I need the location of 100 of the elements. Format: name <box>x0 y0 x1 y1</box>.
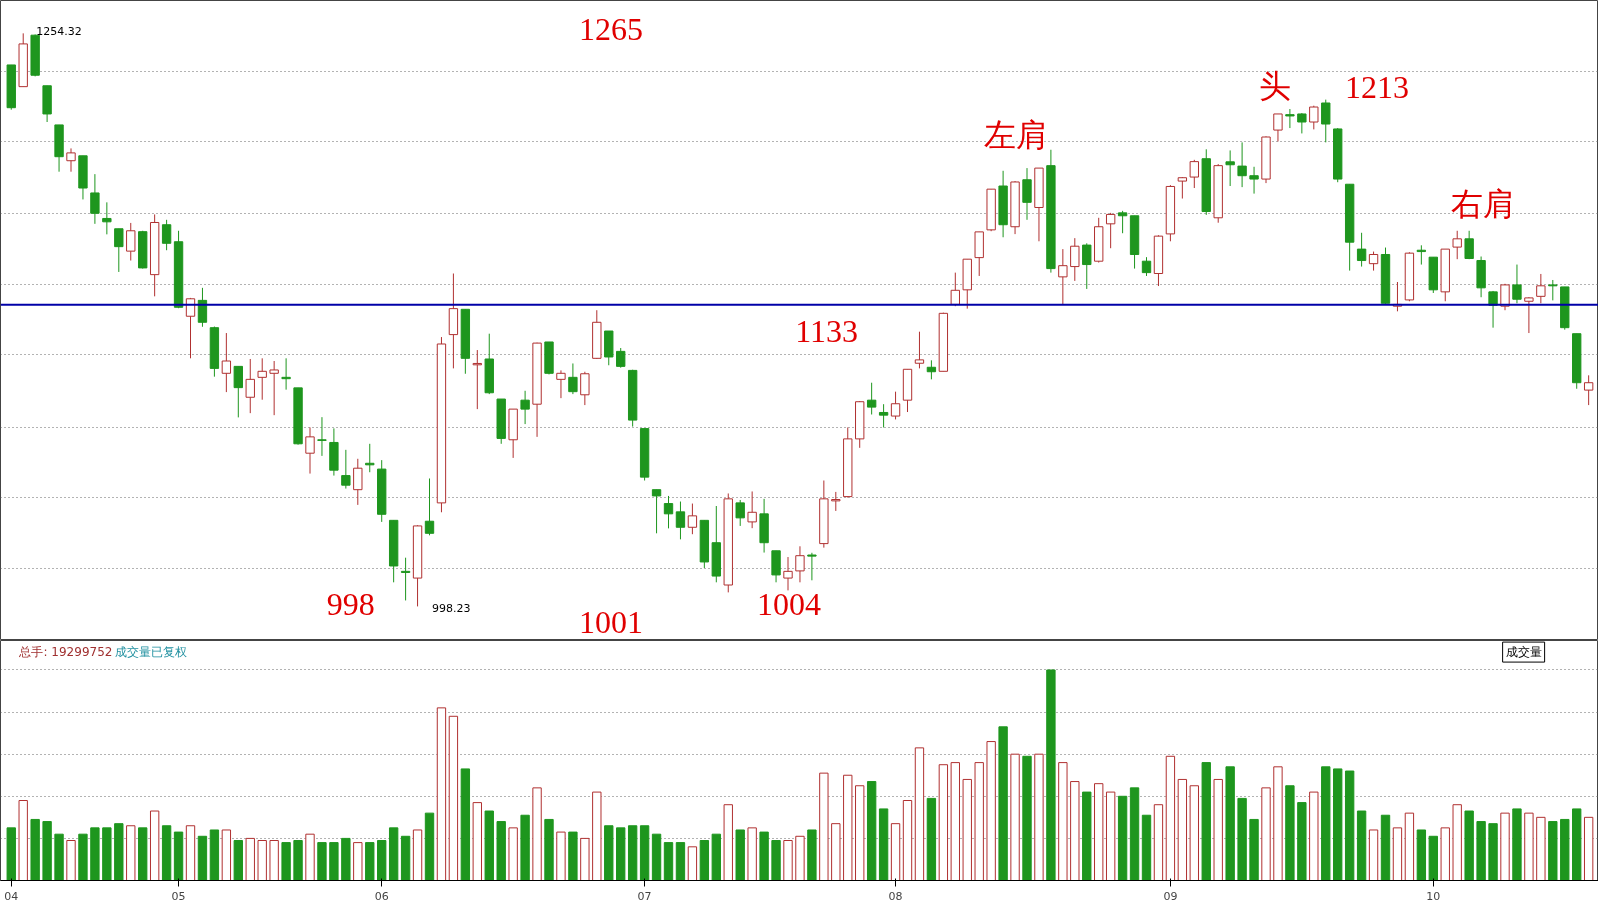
candlestick <box>914 331 925 369</box>
annotation: 998 <box>326 586 375 623</box>
bar <box>6 827 16 881</box>
bar <box>771 840 781 881</box>
bar <box>651 833 662 881</box>
bar <box>1297 802 1307 881</box>
bar <box>866 781 877 881</box>
bar <box>1380 814 1391 881</box>
candlestick <box>1082 242 1092 290</box>
annotation: 左肩 <box>983 116 1048 153</box>
bar <box>508 827 518 881</box>
x-tick-label: 10 <box>1426 889 1441 903</box>
annotation: 头 <box>1258 67 1291 104</box>
candlestick <box>1297 112 1307 134</box>
bar <box>484 810 494 881</box>
x-tick-label: 04 <box>4 889 19 903</box>
bar <box>305 833 315 881</box>
bar <box>126 825 136 881</box>
candlestick <box>472 349 482 410</box>
candlestick <box>520 390 530 425</box>
bar <box>317 842 327 881</box>
candlestick <box>90 173 100 225</box>
bar <box>496 821 506 881</box>
bar <box>1129 787 1140 881</box>
bar <box>293 840 303 881</box>
bar <box>1201 762 1211 881</box>
candlestick <box>400 557 411 601</box>
bar <box>90 827 100 881</box>
bar <box>1117 795 1128 881</box>
bar <box>185 825 196 881</box>
bar <box>281 842 291 881</box>
bar <box>592 791 602 881</box>
bar <box>1261 787 1271 881</box>
bar <box>400 835 411 881</box>
bar <box>149 810 160 881</box>
bar <box>855 785 865 881</box>
candlestick <box>1548 279 1558 301</box>
candlestick <box>556 369 566 399</box>
candlestick <box>1249 166 1259 195</box>
text: 成交量已复权 <box>115 645 188 660</box>
bar <box>1141 814 1152 881</box>
x-tick-label: 07 <box>637 889 652 903</box>
bar <box>269 840 279 881</box>
bar <box>460 768 471 881</box>
bar <box>1177 778 1188 881</box>
bar <box>1010 753 1020 881</box>
ref-line-label: 1133 <box>795 313 858 350</box>
candlestick <box>663 495 674 529</box>
bar <box>1165 755 1176 881</box>
bar <box>18 800 28 881</box>
bar <box>102 827 112 881</box>
bar <box>1512 808 1522 881</box>
bar <box>950 762 960 881</box>
candlestick <box>221 332 232 393</box>
candlestick <box>795 545 805 583</box>
bar <box>819 772 829 881</box>
candlestick <box>1070 237 1080 282</box>
bar <box>161 825 172 881</box>
x-tick-label: 09 <box>1163 889 1178 903</box>
bar <box>1189 785 1199 881</box>
bar <box>197 835 208 881</box>
candlestick <box>245 358 255 414</box>
bar <box>173 831 184 881</box>
candlestick <box>651 489 662 534</box>
bar <box>1404 812 1415 881</box>
candlestick <box>735 499 745 527</box>
bar <box>1225 766 1235 881</box>
bar <box>568 831 578 881</box>
bar <box>699 840 710 881</box>
candlestick <box>1141 256 1152 277</box>
bar <box>1524 812 1534 881</box>
bar <box>1058 762 1068 881</box>
bar <box>436 707 447 881</box>
bar <box>520 814 530 881</box>
candlestick <box>1583 374 1594 406</box>
bar <box>1368 829 1379 881</box>
candlestick <box>687 503 698 535</box>
candlestick <box>257 357 267 401</box>
bar <box>1500 812 1510 881</box>
bar <box>639 825 650 881</box>
candlestick <box>233 365 243 418</box>
candlestick <box>1225 149 1235 187</box>
bar <box>974 762 984 881</box>
bar <box>1309 791 1319 881</box>
candlestick <box>1536 273 1546 304</box>
bar <box>353 842 363 881</box>
bar <box>388 827 399 881</box>
bar <box>759 831 769 881</box>
bar <box>1392 827 1403 881</box>
bar <box>986 741 996 881</box>
bar <box>544 818 554 881</box>
annotation: 998.23 <box>431 601 471 615</box>
bar <box>377 840 387 881</box>
candlestick <box>1237 141 1247 188</box>
bar <box>1034 753 1044 881</box>
candlestick <box>1464 230 1474 260</box>
candlestick <box>1512 264 1522 304</box>
bar <box>1416 829 1427 881</box>
candlestick <box>783 556 793 591</box>
bar <box>209 829 220 881</box>
